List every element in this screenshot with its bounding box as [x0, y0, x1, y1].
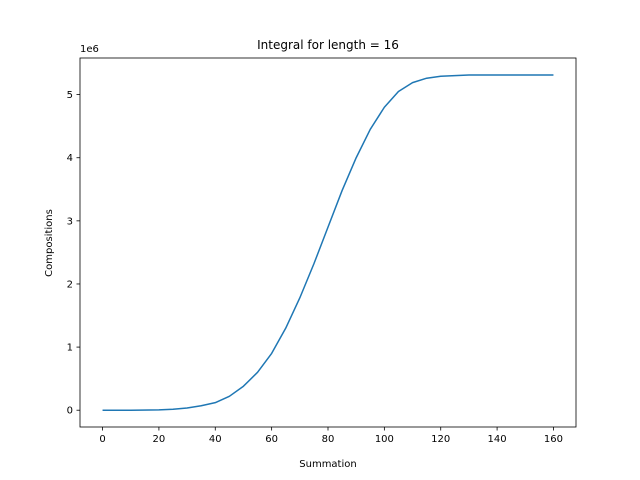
plot-area: 0 20 40 60 80 100 120 140 160 0 1 2 3 4 5	[67, 57, 577, 445]
x-tick-label-2: 40	[209, 434, 222, 445]
x-tick-label-1: 20	[153, 434, 166, 445]
y-tick-label-4: 4	[67, 153, 73, 164]
x-tick-label-5: 100	[375, 434, 394, 445]
x-tick-label-0: 0	[99, 434, 105, 445]
chart-title: Integral for length = 16	[257, 38, 399, 52]
x-tick-label-6: 120	[431, 434, 450, 445]
y-offset-label: 1e6	[80, 44, 99, 55]
y-tick-label-1: 1	[67, 343, 73, 354]
x-tick-label-8: 160	[544, 434, 563, 445]
y-tick-label-2: 2	[67, 279, 73, 290]
y-tick-label-0: 0	[67, 406, 73, 417]
y-axis-label: Compositions	[44, 209, 55, 277]
y-tick-label-3: 3	[67, 216, 73, 227]
x-tick-label-4: 80	[322, 434, 335, 445]
series-line-0	[102, 74, 554, 411]
x-axis-label: Summation	[299, 459, 356, 470]
y-tick-label-5: 5	[67, 90, 73, 101]
x-tick-label-7: 140	[488, 434, 507, 445]
x-tick-label-3: 60	[265, 434, 278, 445]
